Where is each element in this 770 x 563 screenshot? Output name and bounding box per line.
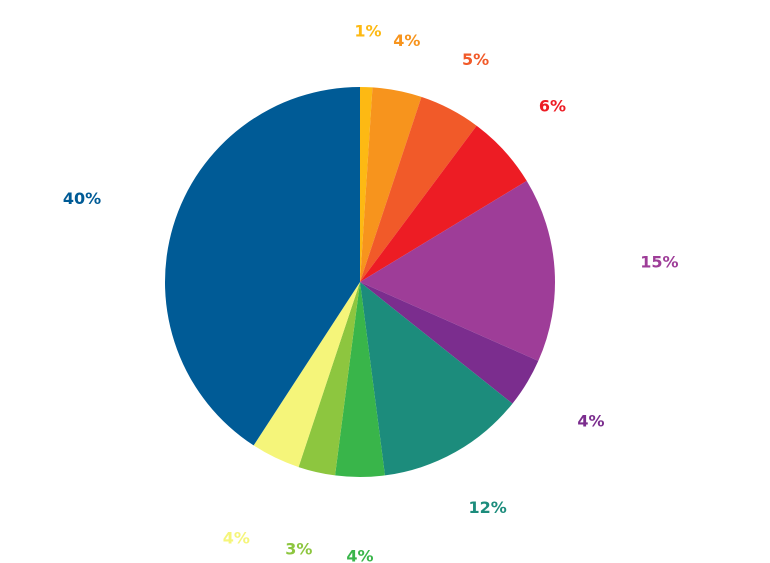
slice-percent-label: 12% <box>468 498 506 517</box>
pie-slice <box>335 282 385 478</box>
pie-slice <box>253 282 360 468</box>
pie-slice <box>360 125 527 282</box>
pie-slice <box>360 282 513 476</box>
pie-slices <box>164 86 555 478</box>
pie-slice <box>360 282 539 404</box>
pie-slice <box>360 180 555 361</box>
slice-percent-label: 5% <box>462 50 489 69</box>
slice-percent-label: 4% <box>223 528 250 547</box>
pie-slice <box>360 87 373 282</box>
pie-slice <box>298 282 360 476</box>
pie-labels: 1% 4% 5% 6% 15% 4% 12% 4% 3% 4% 40% <box>63 22 679 563</box>
pie-slice <box>360 96 477 283</box>
slice-percent-label: 6% <box>539 97 566 116</box>
slice-percent-label: 4% <box>577 412 604 431</box>
slice-percent-label: 1% <box>354 22 381 41</box>
pie-slice <box>360 87 422 283</box>
slice-percent-label: 3% <box>285 540 312 559</box>
slice-percent-label: 15% <box>640 252 678 271</box>
slice-percent-label: 40% <box>63 189 101 208</box>
slice-percent-label: 4% <box>346 547 373 563</box>
slice-percent-label: 4% <box>393 31 420 50</box>
pie-slice <box>164 86 360 446</box>
